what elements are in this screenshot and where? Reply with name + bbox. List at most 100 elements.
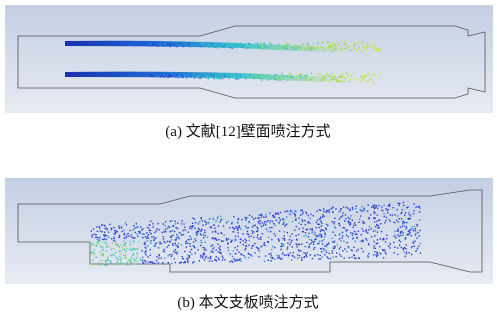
droplet [187,255,188,256]
droplet [183,234,184,235]
droplet [95,237,96,238]
droplet [136,253,137,254]
droplet [323,230,324,231]
droplet [271,227,272,228]
droplet [212,231,213,232]
droplet [160,44,161,45]
droplet [329,45,330,46]
droplet [179,262,180,263]
droplet [379,246,380,247]
droplet [319,209,320,210]
droplet [279,43,280,44]
droplet [232,77,233,78]
droplet [92,243,93,244]
droplet [204,221,205,222]
droplet [324,236,325,237]
droplet [101,231,102,232]
droplet [125,252,126,253]
droplet [348,220,349,221]
droplet [409,252,410,253]
droplet [116,261,117,262]
droplet [124,243,125,244]
droplet [201,218,202,219]
droplet [360,234,361,235]
droplet [302,77,303,78]
droplet [385,253,386,254]
droplet [187,261,188,262]
droplet [313,48,314,49]
droplet [105,261,106,262]
droplet [150,255,151,256]
droplet [419,211,420,212]
droplet [269,227,270,228]
droplet [356,206,357,207]
droplet [355,258,356,259]
droplet [221,46,222,47]
droplet [404,226,405,227]
droplet [246,240,247,241]
droplet [271,239,272,240]
droplet [254,225,255,226]
droplet [155,243,156,244]
droplet [212,261,213,262]
droplet [334,248,335,249]
droplet [319,74,320,75]
droplet [215,75,216,76]
droplet [320,217,321,218]
droplet [308,221,309,222]
droplet [364,222,365,223]
droplet [305,232,306,233]
droplet [113,240,114,241]
droplet [319,234,320,235]
droplet [298,222,299,223]
droplet [201,45,202,46]
droplet [262,46,263,47]
droplet [268,260,269,261]
droplet [248,234,249,235]
droplet [147,256,148,257]
droplet [186,241,187,242]
droplet [240,258,241,259]
droplet [289,244,290,245]
droplet [267,220,268,221]
droplet [203,43,204,44]
droplet [344,248,345,249]
droplet [107,258,108,259]
droplet [354,222,355,223]
droplet [175,252,176,253]
droplet [220,221,221,222]
droplet [147,240,148,241]
droplet [158,254,159,255]
droplet [194,247,195,248]
droplet [151,44,152,45]
droplet [347,77,348,78]
droplet [245,257,246,258]
droplet [152,261,153,262]
droplet [320,255,321,256]
droplet [260,237,261,238]
droplet [128,236,129,237]
droplet [412,241,413,242]
droplet [164,249,165,250]
droplet [240,43,241,44]
droplet [259,223,260,224]
droplet [324,49,325,50]
droplet [372,46,373,47]
droplet [261,214,262,215]
droplet [214,44,215,45]
droplet [109,246,110,247]
droplet [298,228,299,229]
droplet [150,243,151,244]
droplet [261,48,262,49]
droplet [284,240,285,241]
droplet [409,233,410,234]
droplet [245,78,246,79]
droplet [126,234,127,235]
droplet [133,229,134,230]
droplet [326,224,327,225]
droplet [261,76,262,77]
droplet [324,78,325,79]
droplet [105,234,106,235]
droplet [200,255,201,256]
droplet [170,74,171,75]
